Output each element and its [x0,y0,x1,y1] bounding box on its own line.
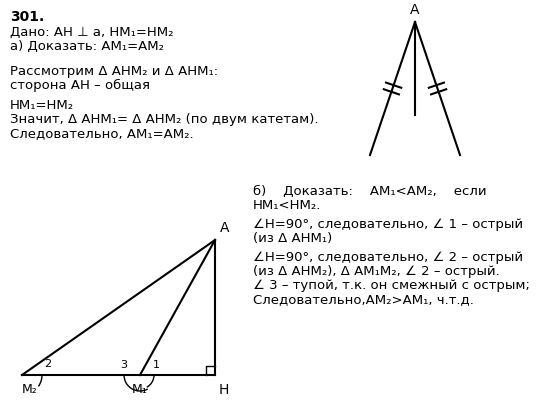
Text: 301.: 301. [10,10,44,24]
Text: M₁: M₁ [132,383,148,396]
Text: НМ₁=НМ₂: НМ₁=НМ₂ [10,99,74,112]
Text: M₂: M₂ [22,383,38,396]
Text: НМ₁<НМ₂.: НМ₁<НМ₂. [253,199,321,212]
Text: ∠H=90°, следовательно, ∠ 1 – острый: ∠H=90°, следовательно, ∠ 1 – острый [253,218,523,231]
Text: (из Δ АНМ₂), Δ АМ₁М₂, ∠ 2 – острый.: (из Δ АНМ₂), Δ АМ₁М₂, ∠ 2 – острый. [253,265,499,278]
Text: 2: 2 [44,359,51,369]
Text: Рассмотрим Δ АНМ₂ и Δ АНМ₁:: Рассмотрим Δ АНМ₂ и Δ АНМ₁: [10,65,218,78]
Text: 3: 3 [121,360,127,370]
Text: Следовательно, АМ₁=АМ₂.: Следовательно, АМ₁=АМ₂. [10,127,193,140]
Text: Следовательно,АМ₂>АМ₁, ч.т.д.: Следовательно,АМ₂>АМ₁, ч.т.д. [253,293,473,306]
Text: (из Δ АНМ₁): (из Δ АНМ₁) [253,232,332,245]
Text: A: A [410,3,420,17]
Text: Значит, Δ АНМ₁= Δ АНМ₂ (по двум катетам).: Значит, Δ АНМ₁= Δ АНМ₂ (по двум катетам)… [10,113,319,126]
Text: а) Доказать: АМ₁=АМ₂: а) Доказать: АМ₁=АМ₂ [10,40,164,53]
Text: сторона АН – общая: сторона АН – общая [10,79,150,92]
Text: 1: 1 [153,360,159,370]
Text: H: H [219,383,229,397]
Text: A: A [220,221,230,235]
Text: ∠H=90°, следовательно, ∠ 2 – острый: ∠H=90°, следовательно, ∠ 2 – острый [253,251,523,264]
Text: Дано: АН ⊥ a, НМ₁=НМ₂: Дано: АН ⊥ a, НМ₁=НМ₂ [10,26,173,39]
Text: б)    Доказать:    АМ₁<АМ₂,    если: б) Доказать: АМ₁<АМ₂, если [253,185,486,198]
Text: ∠ 3 – тупой, т.к. он смежный с острым;: ∠ 3 – тупой, т.к. он смежный с острым; [253,279,529,292]
